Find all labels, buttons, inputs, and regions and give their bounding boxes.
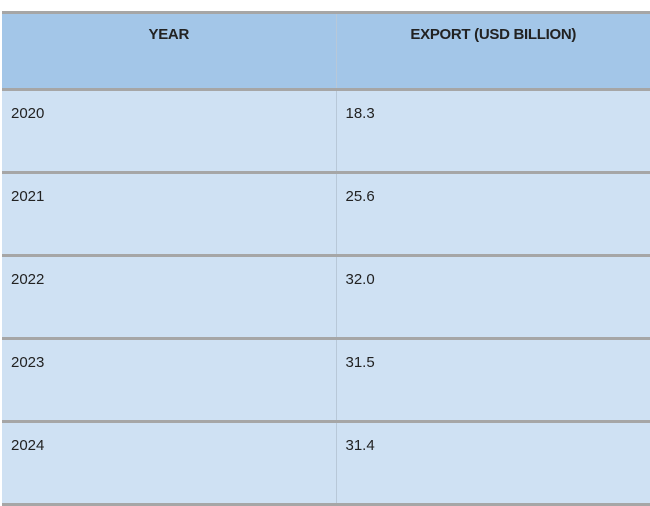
table-body: 2020 18.3 2021 25.6 2022 32.0 2023 31.5 2024 31.4 xyxy=(2,88,650,506)
table-row: 2021 25.6 xyxy=(2,171,650,257)
table-cell: 25.6 xyxy=(335,171,650,257)
header-cell: YEAR xyxy=(2,11,336,91)
table-cell: 2022 xyxy=(2,254,336,340)
table-cell: 2023 xyxy=(2,337,336,423)
export-table: YEAR EXPORT (USD BILLION) 2020 18.3 2021 25… xyxy=(2,11,650,506)
table-cell: 18.3 xyxy=(335,88,650,174)
header-row: YEAR EXPORT (USD BILLION) xyxy=(2,11,650,91)
table-header: YEAR EXPORT (USD BILLION) xyxy=(2,11,650,91)
table-cell: 2024 xyxy=(2,420,336,506)
table-row: 2022 32.0 xyxy=(2,254,650,340)
header-cell: EXPORT (USD BILLION) xyxy=(335,11,650,91)
table-cell: 31.5 xyxy=(335,337,650,423)
table-cell: 2021 xyxy=(2,171,336,257)
table-row: 2023 31.5 xyxy=(2,337,650,423)
table-cell: 31.4 xyxy=(335,420,650,506)
table-row: 2024 31.4 xyxy=(2,420,650,506)
table-cell: 2020 xyxy=(2,88,336,174)
page: {"table": {"header": ["YEAR", "EXPORT (U… xyxy=(2,11,650,506)
table-container: YEAR EXPORT (USD BILLION) 2020 18.3 2021 25… xyxy=(2,11,650,506)
table-cell: 32.0 xyxy=(335,254,650,340)
table-row: 2020 18.3 xyxy=(2,88,650,174)
